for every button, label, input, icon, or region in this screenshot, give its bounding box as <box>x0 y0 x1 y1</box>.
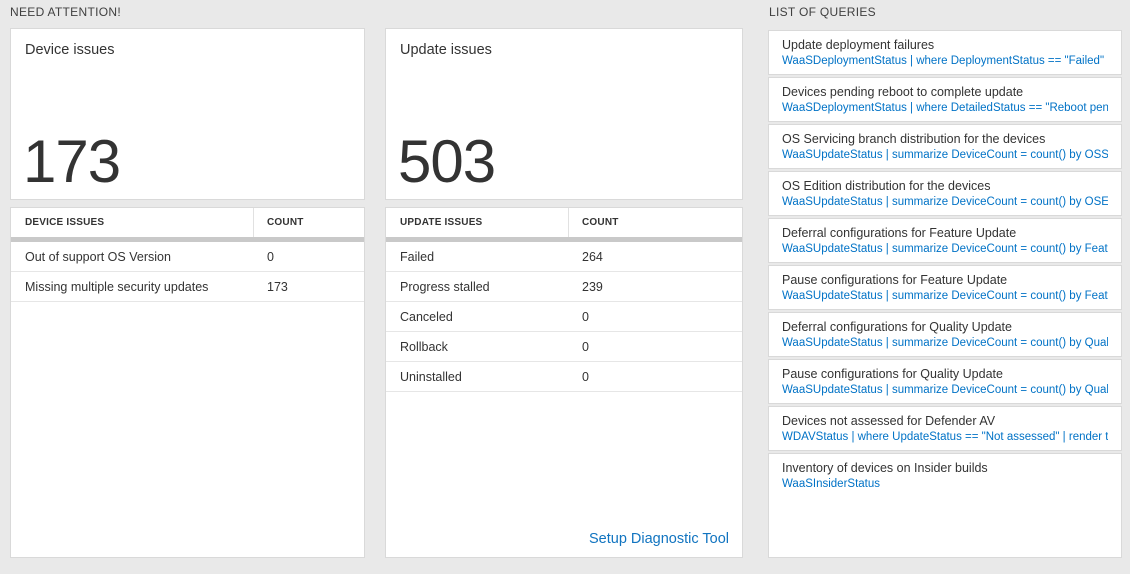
query-title: Devices not assessed for Defender AV <box>782 414 996 428</box>
query-title: Inventory of devices on Insider builds <box>782 461 988 475</box>
list-of-queries-header: LIST OF QUERIES <box>769 5 876 19</box>
query-title: Pause configurations for Quality Update <box>782 367 1003 381</box>
issue-count: 264 <box>582 249 603 264</box>
setup-diagnostic-tool-link[interactable]: Setup Diagnostic Tool <box>589 531 729 547</box>
query-list-item[interactable]: Deferral configurations for Quality Upda… <box>768 312 1122 357</box>
query-list-item[interactable]: Deferral configurations for Feature Upda… <box>768 218 1122 263</box>
issue-count: 0 <box>582 339 589 354</box>
query-list: Update deployment failures WaaSDeploymen… <box>768 30 1122 558</box>
issue-label: Failed <box>400 249 435 264</box>
query-text: WaaSDeploymentStatus | where DetailedSta… <box>782 102 1108 114</box>
update-issues-column-header: UPDATE ISSUES <box>386 208 569 237</box>
query-text: WaaSUpdateStatus | summarize DeviceCount… <box>782 243 1108 255</box>
device-issues-tile[interactable]: Device issues 173 <box>10 28 365 200</box>
device-issues-table: DEVICE ISSUES COUNT Out of support OS Ve… <box>10 207 365 558</box>
query-text: WaaSUpdateStatus | summarize DeviceCount… <box>782 149 1108 161</box>
query-text: WaaSUpdateStatus | summarize DeviceCount… <box>782 196 1108 208</box>
update-issues-table: UPDATE ISSUES COUNT Failed 264 Progress … <box>385 207 743 558</box>
query-text: WaaSUpdateStatus | summarize DeviceCount… <box>782 384 1108 396</box>
table-header-divider <box>386 237 742 242</box>
issue-label: Missing multiple security updates <box>25 279 209 294</box>
query-list-item[interactable]: Devices not assessed for Defender AV WDA… <box>768 406 1122 451</box>
query-list-item[interactable]: OS Servicing branch distribution for the… <box>768 124 1122 169</box>
table-row[interactable]: Canceled 0 <box>386 302 742 332</box>
issue-count: 0 <box>582 369 589 384</box>
table-row[interactable]: Failed 264 <box>386 242 742 272</box>
device-table-header: DEVICE ISSUES COUNT <box>11 208 364 237</box>
query-title: Deferral configurations for Feature Upda… <box>782 226 1017 240</box>
query-text: WaaSDeploymentStatus | where DeploymentS… <box>782 55 1108 67</box>
need-attention-header: NEED ATTENTION! <box>10 5 121 19</box>
query-title: Pause configurations for Feature Update <box>782 273 1008 287</box>
update-table-header: UPDATE ISSUES COUNT <box>386 208 742 237</box>
issue-label: Out of support OS Version <box>25 249 171 264</box>
issue-count: 239 <box>582 279 603 294</box>
count-column-header: COUNT <box>267 217 304 228</box>
query-list-item[interactable]: OS Edition distribution for the devices … <box>768 171 1122 216</box>
table-row[interactable]: Uninstalled 0 <box>386 362 742 392</box>
issue-count: 173 <box>267 279 288 294</box>
query-list-item[interactable]: Pause configurations for Feature Update … <box>768 265 1122 310</box>
issue-label: Rollback <box>400 339 448 354</box>
issue-label: Progress stalled <box>400 279 490 294</box>
issue-count: 0 <box>267 249 274 264</box>
table-header-divider <box>11 237 364 242</box>
update-issues-tile[interactable]: Update issues 503 <box>385 28 743 200</box>
query-list-item[interactable]: Inventory of devices on Insider builds W… <box>768 453 1122 558</box>
query-text: WaaSInsiderStatus <box>782 478 881 490</box>
query-list-item[interactable]: Update deployment failures WaaSDeploymen… <box>768 30 1122 75</box>
count-column-header: COUNT <box>582 217 619 228</box>
query-title: OS Edition distribution for the devices <box>782 179 991 193</box>
table-row[interactable]: Missing multiple security updates 173 <box>11 272 364 302</box>
issue-label: Canceled <box>400 309 453 324</box>
query-text: WaaSUpdateStatus | summarize DeviceCount… <box>782 290 1108 302</box>
device-issues-title: Device issues <box>25 42 115 58</box>
update-issues-title: Update issues <box>400 42 492 58</box>
query-title: OS Servicing branch distribution for the… <box>782 132 1046 146</box>
issue-count: 0 <box>582 309 589 324</box>
query-title: Devices pending reboot to complete updat… <box>782 85 1024 99</box>
device-issues-count: 173 <box>23 128 121 195</box>
query-list-item[interactable]: Devices pending reboot to complete updat… <box>768 77 1122 122</box>
device-issues-column-header: DEVICE ISSUES <box>11 208 254 237</box>
query-title: Update deployment failures <box>782 38 935 52</box>
query-list-item[interactable]: Pause configurations for Quality Update … <box>768 359 1122 404</box>
query-text: WaaSUpdateStatus | summarize DeviceCount… <box>782 337 1108 349</box>
table-row[interactable]: Progress stalled 239 <box>386 272 742 302</box>
table-row[interactable]: Out of support OS Version 0 <box>11 242 364 272</box>
query-text: WDAVStatus | where UpdateStatus == "Not … <box>782 431 1108 443</box>
update-issues-count: 503 <box>398 128 496 195</box>
query-title: Deferral configurations for Quality Upda… <box>782 320 1012 334</box>
issue-label: Uninstalled <box>400 369 462 384</box>
table-row[interactable]: Rollback 0 <box>386 332 742 362</box>
